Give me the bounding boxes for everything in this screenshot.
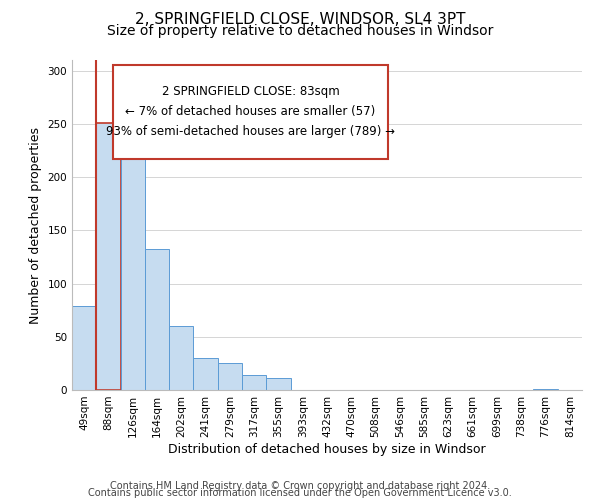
Bar bbox=[169, 326, 193, 390]
Text: 2 SPRINGFIELD CLOSE: 83sqm
← 7% of detached houses are smaller (57)
93% of semi-: 2 SPRINGFIELD CLOSE: 83sqm ← 7% of detac… bbox=[106, 86, 395, 138]
Bar bbox=[72, 306, 96, 390]
Bar bbox=[533, 389, 558, 390]
Text: Contains public sector information licensed under the Open Government Licence v3: Contains public sector information licen… bbox=[88, 488, 512, 498]
Bar bbox=[218, 364, 242, 390]
Bar bbox=[266, 378, 290, 390]
Text: Contains HM Land Registry data © Crown copyright and database right 2024.: Contains HM Land Registry data © Crown c… bbox=[110, 481, 490, 491]
X-axis label: Distribution of detached houses by size in Windsor: Distribution of detached houses by size … bbox=[168, 442, 486, 456]
Y-axis label: Number of detached properties: Number of detached properties bbox=[29, 126, 42, 324]
Bar bbox=[96, 123, 121, 390]
Text: Size of property relative to detached houses in Windsor: Size of property relative to detached ho… bbox=[107, 24, 493, 38]
Text: 2, SPRINGFIELD CLOSE, WINDSOR, SL4 3PT: 2, SPRINGFIELD CLOSE, WINDSOR, SL4 3PT bbox=[135, 12, 465, 28]
Bar bbox=[242, 375, 266, 390]
Bar bbox=[193, 358, 218, 390]
Bar bbox=[121, 128, 145, 390]
Bar bbox=[113, 65, 388, 159]
Bar bbox=[145, 250, 169, 390]
